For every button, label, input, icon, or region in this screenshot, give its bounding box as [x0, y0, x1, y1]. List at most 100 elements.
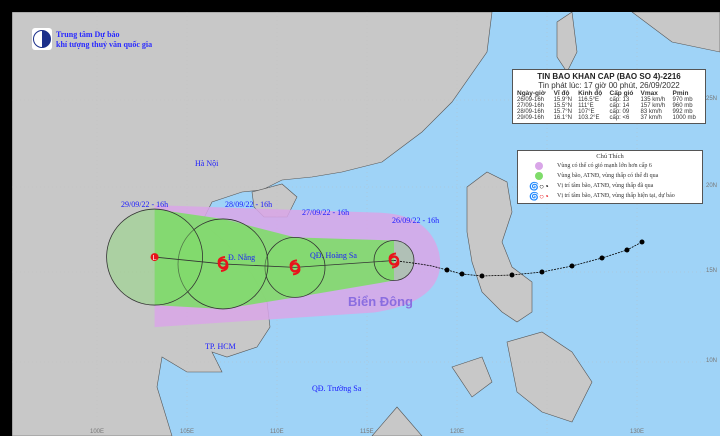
table-cell: 970 mb: [672, 97, 693, 103]
table-row: 26/09-16h 15.9°N 116.5°E cấp: 13 135 km/h 970…: [516, 97, 702, 103]
past-position-dot: [624, 247, 630, 253]
current-position-icons: 🌀○◔: [529, 191, 549, 201]
japan-ryukyu: [631, 12, 720, 53]
table-cell: 83 km/h: [640, 109, 662, 115]
table-cell: 157 km/h: [640, 103, 666, 109]
storm-track: L: [106, 205, 645, 328]
date-label-0: 26/09/22 - 16h: [392, 216, 440, 225]
table-cell: cấp: 13: [609, 97, 630, 103]
past-position-dot: [569, 263, 575, 269]
lon-label-105: 105E: [180, 429, 195, 435]
table-cell: 960 mb: [672, 103, 693, 109]
date-label-1: 27/09/22 - 16h: [302, 208, 350, 217]
bulletin-title: TIN BAO KHAN CAP (BAO SO 4)-2216: [537, 72, 681, 81]
table-cell: 116.5°E: [578, 97, 600, 103]
date-label-3: 29/09/22 - 16h: [121, 200, 169, 209]
typhoon-arm: [217, 255, 229, 272]
lat-label-20: 20N: [706, 183, 718, 189]
past-position-dot: [539, 269, 545, 275]
col-header: Vĩ độ: [553, 90, 570, 97]
place-hoangsa: QĐ. Hoàng Sa: [310, 251, 357, 260]
place-truongsa: QĐ. Trường Sa: [312, 384, 362, 393]
org-line-1: Trung tâm Dự báo: [56, 30, 120, 39]
past-position-dot: [444, 267, 450, 273]
table-cell: 15.7°N: [553, 109, 572, 115]
table-header: Ngày-giờ Vĩ độ Kinh độ Cấp gió Vmax Pmin: [516, 90, 702, 97]
org-name: Trung tâm Dự báo khí tượng thuỷ văn quốc…: [56, 30, 152, 50]
nchmf-logo: [32, 28, 52, 50]
legend: Chú Thích Vùng có thể có gió mạnh lớn hơ…: [517, 150, 703, 204]
lat-label-25: 25N: [706, 96, 718, 102]
table-cell: 15.5°N: [553, 103, 572, 109]
table-cell: 16.1°N: [553, 115, 572, 121]
typhoon-arm: [289, 259, 301, 276]
col-header: Kinh độ: [578, 90, 603, 97]
legend-text: Vị trí tâm bão, ATNĐ, vùng thấp hiện tại…: [557, 193, 675, 199]
past-position-dot: [459, 271, 465, 277]
low-pressure-letter: L: [153, 255, 157, 262]
table-cell: 37 km/h: [640, 115, 662, 121]
lon-label-110: 110E: [270, 429, 284, 435]
lat-label-15: 15N: [706, 268, 718, 274]
table-cell: 111°E: [578, 103, 594, 109]
place-hanoi: Hà Nội: [195, 159, 219, 168]
table-cell: 992 mb: [672, 109, 693, 115]
green-dot-icon: [535, 172, 543, 180]
table-cell: 107°E: [578, 109, 595, 115]
legend-text: Vị trí tâm bão, ATNĐ, vùng thấp đã qua: [557, 183, 654, 189]
forecast-track-line: [154, 256, 395, 268]
table-cell: 26/09-16h: [517, 97, 545, 103]
lon-label-115: 115E: [360, 429, 374, 435]
lon-label-120: 120E: [450, 429, 465, 435]
palawan-island: [451, 356, 493, 398]
place-bien-dong: Biển Đông: [348, 294, 413, 309]
past-position-icons: 🌀○◔: [529, 181, 549, 191]
bulletin-box: TIN BAO KHAN CAP (BAO SO 4)-2216 Tin phá…: [512, 69, 706, 124]
land: [12, 12, 720, 436]
purple-dot-icon: [535, 162, 543, 170]
place-hcm: TP. HCM: [205, 342, 236, 351]
place-danang: Đ. Nẵng: [228, 253, 256, 262]
luzon-island: [466, 171, 533, 323]
legend-text: Vùng có thể có gió mạnh lớn hơn cấp 6: [557, 163, 652, 169]
table-cell: 15.9°N: [553, 97, 572, 103]
table-cell: 103.2°E: [578, 115, 600, 121]
table-row: 27/09-16h 15.5°N 111°E cấp: 14 157 km/h 960 m…: [516, 103, 702, 109]
low-pressure-icon: [150, 253, 159, 262]
past-position-dot: [599, 255, 605, 261]
table-cell: cấp: <6: [609, 115, 630, 121]
table-cell: cấp: 09: [609, 109, 630, 115]
forecast-table: Ngày-giờ Vĩ độ Kinh độ Cấp gió Vmax Pmin…: [516, 90, 702, 121]
legend-item: 🌀○◔ Vị trí tâm bão, ATNĐ, vùng thấp đã qu…: [521, 181, 699, 191]
lat-label-10: 10N: [706, 358, 718, 364]
table-cell: 28/09-16h: [517, 109, 545, 115]
table-row: 28/09-16h 15.7°N 107°E cấp: 09 83 km/h 992 mb: [516, 109, 702, 115]
org-line-2: khí tượng thuỷ văn quốc gia: [56, 40, 153, 49]
legend-item: Vùng bão, ATNĐ, vùng thấp có thể đi qua: [521, 171, 699, 181]
past-track-line: [393, 241, 643, 277]
date-label-2: 28/09/22 - 16h: [225, 200, 273, 209]
typhoon-arm: [388, 252, 400, 269]
table-cell: 27/09-16h: [517, 103, 545, 109]
legend-text: Vùng bão, ATNĐ, vùng thấp có thể đi qua: [557, 173, 659, 179]
col-header: Pmin: [672, 90, 689, 97]
table-cell: 135 km/h: [640, 97, 666, 103]
table-row: 29/09-16h 16.1°N 103.2°E cấp: <6 37 km/h 1000…: [516, 115, 702, 121]
legend-item: 🌀○◔ Vị trí tâm bão, ATNĐ, vùng thấp hiện …: [521, 191, 699, 201]
col-header: Cấp gió: [609, 90, 634, 97]
taiwan-island: [556, 12, 578, 73]
col-header: Ngày-giờ: [517, 90, 546, 97]
lon-label-100: 100E: [90, 429, 105, 435]
legend-title: Chú Thích: [596, 153, 624, 160]
storm-zone: [154, 209, 394, 309]
col-header: Vmax: [640, 90, 658, 97]
lon-label-130: 130E: [630, 429, 645, 435]
table-cell: cấp: 14: [609, 103, 630, 109]
table-cell: 29/09-16h: [517, 115, 545, 121]
past-position-dot: [479, 273, 485, 279]
table-cell: 1000 mb: [672, 115, 696, 121]
past-position-dot: [509, 272, 515, 278]
mindanao-island: [506, 331, 593, 423]
legend-item: Vùng có thể có gió mạnh lớn hơn cấp 6: [521, 161, 699, 171]
